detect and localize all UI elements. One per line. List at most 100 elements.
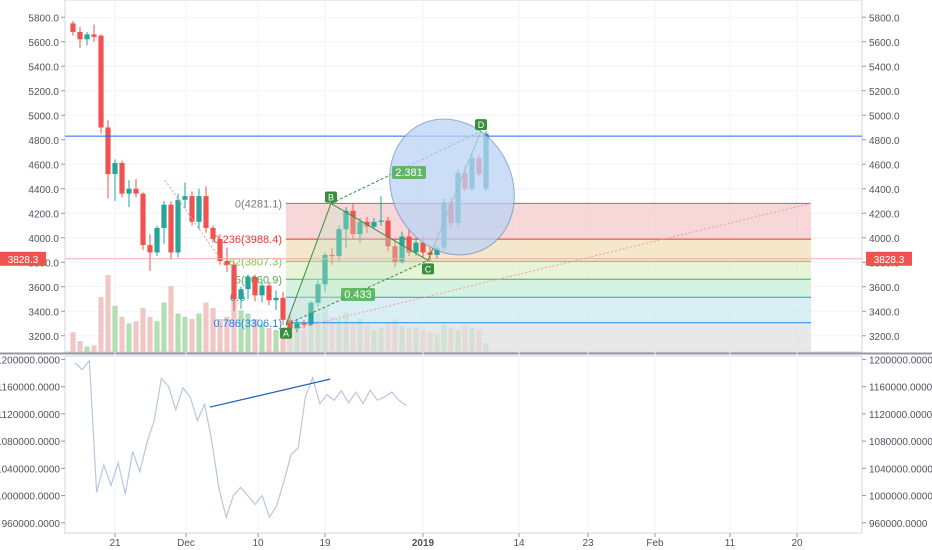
price-tick-label-left: 4800.0 (28, 136, 59, 147)
indicator-tick-label-left: 1000000.0000 (0, 492, 60, 503)
fibonacci-layer[interactable]: 0(4281.1)0.236(3988.4)382(3807.3).5(3660… (214, 198, 812, 352)
axes-layer: 5800.0 5800.0 5600.0 5600.0 5400.0 5400.0 5200… (0, 13, 932, 549)
candle-body (217, 238, 223, 262)
fib-level-label: 0.236(3988.4) (214, 234, 283, 246)
pattern-ratio-badge[interactable] (341, 288, 375, 301)
volume-bar (203, 302, 209, 352)
candle-body (350, 210, 356, 235)
indicator-line (74, 359, 407, 520)
candle-body (434, 247, 440, 255)
last-price-tag-label: 3828.3 (874, 255, 905, 266)
pattern-point-label: B (328, 192, 334, 202)
volume-bar (224, 316, 230, 352)
candle-body (259, 285, 265, 296)
price-tick-label-right: 5800.0 (869, 13, 900, 24)
pattern-ratio-line[interactable] (330, 130, 482, 204)
candle-body (427, 252, 433, 255)
drawings-layer[interactable]: A B C D 2.381 0.433 (65, 97, 862, 339)
indicator-pane[interactable] (64, 355, 863, 534)
price-tick-label-right: 4800.0 (869, 136, 900, 147)
indicator-tick-label-right: 1000000.0000 (869, 492, 932, 503)
price-tick-label-left: 4000.0 (28, 234, 59, 245)
indicator-tick-label-left: 1080000.0000 (0, 437, 60, 448)
volume-bar (196, 313, 202, 352)
candle-body (413, 242, 419, 253)
fib-level-label: 0.786(3306.1) (214, 318, 283, 330)
indicator-tick-label-right: 1040000.0000 (869, 464, 932, 475)
fib-level-label: 0(4281.1) (235, 198, 282, 210)
candle-body (294, 323, 300, 329)
candle-body (175, 199, 181, 253)
price-tick-label-left: 3200.0 (28, 332, 59, 343)
pattern-ratio-badge[interactable] (392, 166, 426, 179)
volume-bar (84, 346, 90, 352)
candle-body (420, 242, 426, 253)
price-tick-label-right: 3400.0 (869, 307, 900, 318)
price-tick-label-left: 5200.0 (28, 87, 59, 98)
price-tick-label-left: 5600.0 (28, 38, 59, 49)
candle-body (371, 221, 377, 227)
candle-body (399, 236, 405, 263)
candle-body (245, 276, 251, 290)
last-price-tag (866, 251, 912, 266)
candle-body (210, 227, 216, 239)
candle-body (315, 284, 321, 303)
price-tick-label-right: 5400.0 (869, 62, 900, 73)
time-tick-label: 10 (252, 538, 264, 549)
pattern-point-badge[interactable] (280, 327, 292, 339)
indicator-tick-label-left: 1160000.0000 (0, 383, 60, 394)
indicator-tick-label-right: 960000.0000 (869, 519, 928, 530)
time-tick-label: 20 (791, 538, 803, 549)
indicator-tick-label-left: 1200000.0000 (0, 355, 60, 366)
candle-body (140, 193, 146, 246)
volume-bar (238, 310, 244, 352)
indicator-tick-label-right: 1120000.0000 (869, 410, 932, 421)
volume-bar (273, 330, 279, 352)
candle-body (343, 210, 349, 230)
pattern-ratio-label: 0.433 (344, 289, 372, 301)
volume-bar (231, 291, 237, 352)
price-tick-label-left: 5400.0 (28, 62, 59, 73)
candle-body (231, 264, 237, 299)
price-tick-label-right: 4400.0 (869, 185, 900, 196)
last-price-tag (0, 251, 46, 266)
time-tick-label: Dec (177, 538, 195, 549)
candle-body (77, 31, 83, 40)
candle-body (273, 297, 279, 301)
price-tick-label-left: 4200.0 (28, 209, 59, 220)
fib-zone (286, 297, 811, 323)
volume-bar (189, 319, 195, 352)
pattern-point-badge[interactable] (422, 263, 434, 275)
candle-body (287, 319, 293, 329)
fib-zone (286, 322, 811, 352)
indicator-layer (74, 359, 407, 520)
candle-body (357, 221, 363, 235)
pattern-point-badge[interactable] (325, 191, 337, 203)
price-tick-label-right: 3200.0 (869, 332, 900, 343)
price-tick-label-left: 3400.0 (28, 307, 59, 318)
indicator-trendline[interactable] (209, 378, 331, 408)
pattern-point-label: A (283, 329, 289, 339)
candle-body (133, 188, 139, 194)
price-tick-label-right: 5000.0 (869, 111, 900, 122)
price-tick-label-left: 4400.0 (28, 185, 59, 196)
candle-body (154, 227, 160, 253)
time-tick-label: 2019 (412, 538, 435, 549)
volume-bar (119, 316, 125, 352)
time-tick-label: 11 (725, 538, 736, 549)
dotted-trendline[interactable] (295, 202, 812, 329)
volume-bar (182, 316, 188, 352)
candle-body (70, 23, 76, 32)
time-tick-label: 19 (319, 538, 331, 549)
volume-bar (147, 316, 153, 352)
fib-zone (286, 279, 811, 298)
volume-bar (252, 319, 258, 352)
pattern-point-badge[interactable] (475, 119, 487, 131)
indicator-tick-label-right: 1200000.0000 (869, 355, 932, 366)
ellipse-drawing[interactable] (366, 97, 538, 277)
candle-body (84, 34, 90, 40)
pattern-triangle-abc[interactable] (286, 203, 428, 325)
candle-body (126, 188, 132, 194)
price-tick-label-right: 5200.0 (869, 87, 900, 98)
